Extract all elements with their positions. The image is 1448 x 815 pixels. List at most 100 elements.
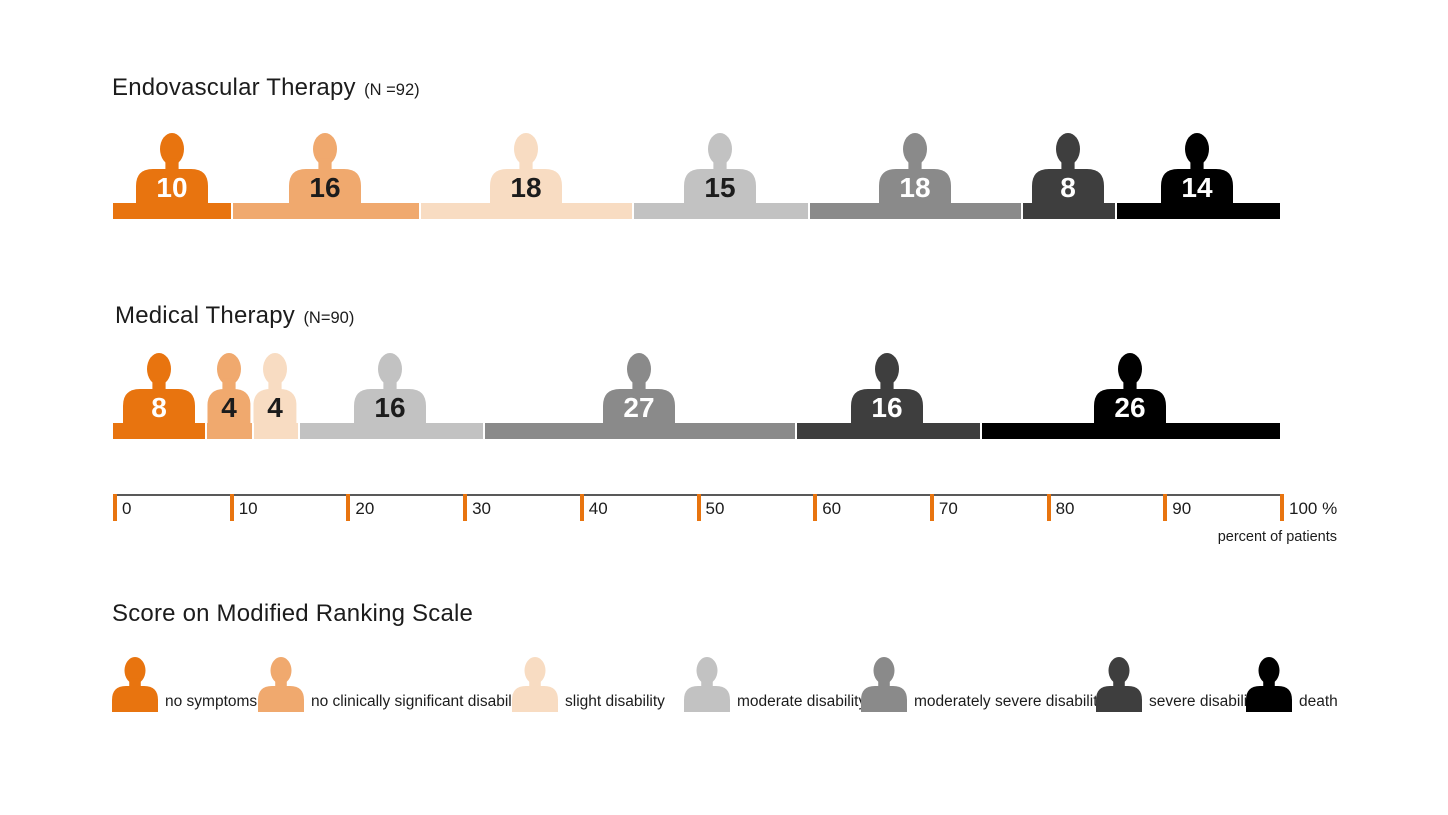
bar-segment: 16 <box>297 353 483 439</box>
segment-fill <box>205 423 252 439</box>
person-icon <box>512 657 558 712</box>
bar-segment: 10 <box>113 133 231 219</box>
bar-segment: 4 <box>205 353 252 439</box>
segment-fill <box>482 423 795 439</box>
bar-segment: 16 <box>230 133 420 219</box>
person-icon <box>861 657 907 712</box>
axis-tick-label: 100 % <box>1289 499 1338 518</box>
axis-tick <box>579 494 584 521</box>
person-icon: 18 <box>878 133 951 203</box>
segment-fill <box>113 203 231 219</box>
axis-tick-label: 80 <box>1055 499 1075 518</box>
bar-segment: 16 <box>794 353 980 439</box>
legend-title: Score on Modified Ranking Scale <box>112 600 474 627</box>
series-name: Endovascular Therapy <box>112 74 356 101</box>
person-icon: 4 <box>253 353 297 423</box>
person-icon: 14 <box>1161 133 1234 203</box>
axis-tick-label: 30 <box>472 499 492 518</box>
bar-segment: 4 <box>251 353 298 439</box>
segment-fill <box>979 423 1280 439</box>
person-icon: 8 <box>1031 133 1104 203</box>
medical-therapy-bar: 8 4 4 16 27 16 26 <box>113 353 1280 439</box>
bar-segment: 8 <box>1020 133 1115 219</box>
segment-fill <box>419 203 632 219</box>
legend-label: moderate disability <box>737 693 867 710</box>
axis-tick-label: 90 <box>1172 499 1192 518</box>
segment-fill <box>251 423 298 439</box>
axis-tick-label: 60 <box>822 499 842 518</box>
axis-caption: percent of patients <box>1217 529 1337 545</box>
person-icon <box>112 657 158 712</box>
segment-fill <box>631 203 809 219</box>
segment-value-label: 10 <box>156 172 187 203</box>
person-icon: 10 <box>135 133 208 203</box>
segment-value-label: 16 <box>375 392 406 423</box>
segment-value-label: 18 <box>510 172 541 203</box>
segment-value-label: 4 <box>267 392 283 423</box>
axis-tick-label: 40 <box>588 499 608 518</box>
legend-item: slight disability <box>512 657 665 712</box>
bar-segment: 14 <box>1114 133 1280 219</box>
axis-tick-label: 70 <box>938 499 958 518</box>
legend: no symptoms no clinically significant dis… <box>0 657 1448 717</box>
segment-fill <box>297 423 483 439</box>
axis-tick <box>229 494 234 521</box>
axis-tick-label: 10 <box>238 499 258 518</box>
bar-segment: 27 <box>482 353 795 439</box>
segment-fill <box>230 203 420 219</box>
bar-segment: 18 <box>808 133 1021 219</box>
segment-value-label: 16 <box>872 392 903 423</box>
segment-value-label: 15 <box>704 172 735 203</box>
series-n-count: (N =92) <box>364 81 420 99</box>
segment-value-label: 14 <box>1182 172 1214 203</box>
axis-tick <box>929 494 934 521</box>
axis-tick-label: 20 <box>355 499 375 518</box>
segment-fill <box>1114 203 1280 219</box>
axis-tick-label: 0 <box>122 499 132 518</box>
segment-fill <box>808 203 1021 219</box>
legend-item: moderate disability <box>684 657 866 712</box>
person-icon: 26 <box>1093 353 1166 423</box>
person-icon: 16 <box>851 353 924 423</box>
series-name: Medical Therapy <box>115 302 295 329</box>
series-n-count: (N=90) <box>303 309 355 327</box>
axis-tick <box>1046 494 1051 521</box>
axis-tick-label: 50 <box>705 499 725 518</box>
legend-label: severe disability <box>1149 693 1260 710</box>
legend-item: moderately severe disability <box>861 657 1105 712</box>
legend-item: death <box>1246 657 1338 712</box>
segment-value-label: 8 <box>151 392 167 423</box>
segment-value-label: 4 <box>221 392 237 423</box>
segment-value-label: 26 <box>1114 392 1145 423</box>
bar-segment: 18 <box>419 133 632 219</box>
segment-fill <box>113 423 206 439</box>
legend-label: slight disability <box>565 693 665 710</box>
legend-item: no clinically significant disability <box>258 657 527 712</box>
segment-value-label: 8 <box>1060 172 1076 203</box>
person-icon: 27 <box>602 353 675 423</box>
segment-value-label: 16 <box>310 172 341 203</box>
endovascular-title: Endovascular Therapy (N =92) <box>112 74 420 102</box>
person-icon: 18 <box>489 133 562 203</box>
segment-value-label: 27 <box>623 392 654 423</box>
endovascular-bar: 10 16 18 15 18 8 14 <box>113 133 1280 219</box>
segment-fill <box>794 423 980 439</box>
axis-tick <box>346 494 351 521</box>
bar-segment: 26 <box>979 353 1280 439</box>
person-icon <box>258 657 304 712</box>
bar-segment: 8 <box>113 353 206 439</box>
person-icon: 15 <box>684 133 757 203</box>
segment-value-label: 18 <box>899 172 930 203</box>
legend-item: no symptoms <box>112 657 257 712</box>
person-icon <box>1246 657 1292 712</box>
person-icon: 16 <box>289 133 362 203</box>
person-icon: 4 <box>206 353 251 423</box>
axis-tick <box>113 494 117 521</box>
legend-label: no clinically significant disability <box>311 693 528 710</box>
legend-label: moderately severe disability <box>914 693 1106 710</box>
bar-segment: 15 <box>631 133 809 219</box>
person-icon: 16 <box>354 353 427 423</box>
segment-fill <box>1020 203 1115 219</box>
axis-tick <box>696 494 701 521</box>
